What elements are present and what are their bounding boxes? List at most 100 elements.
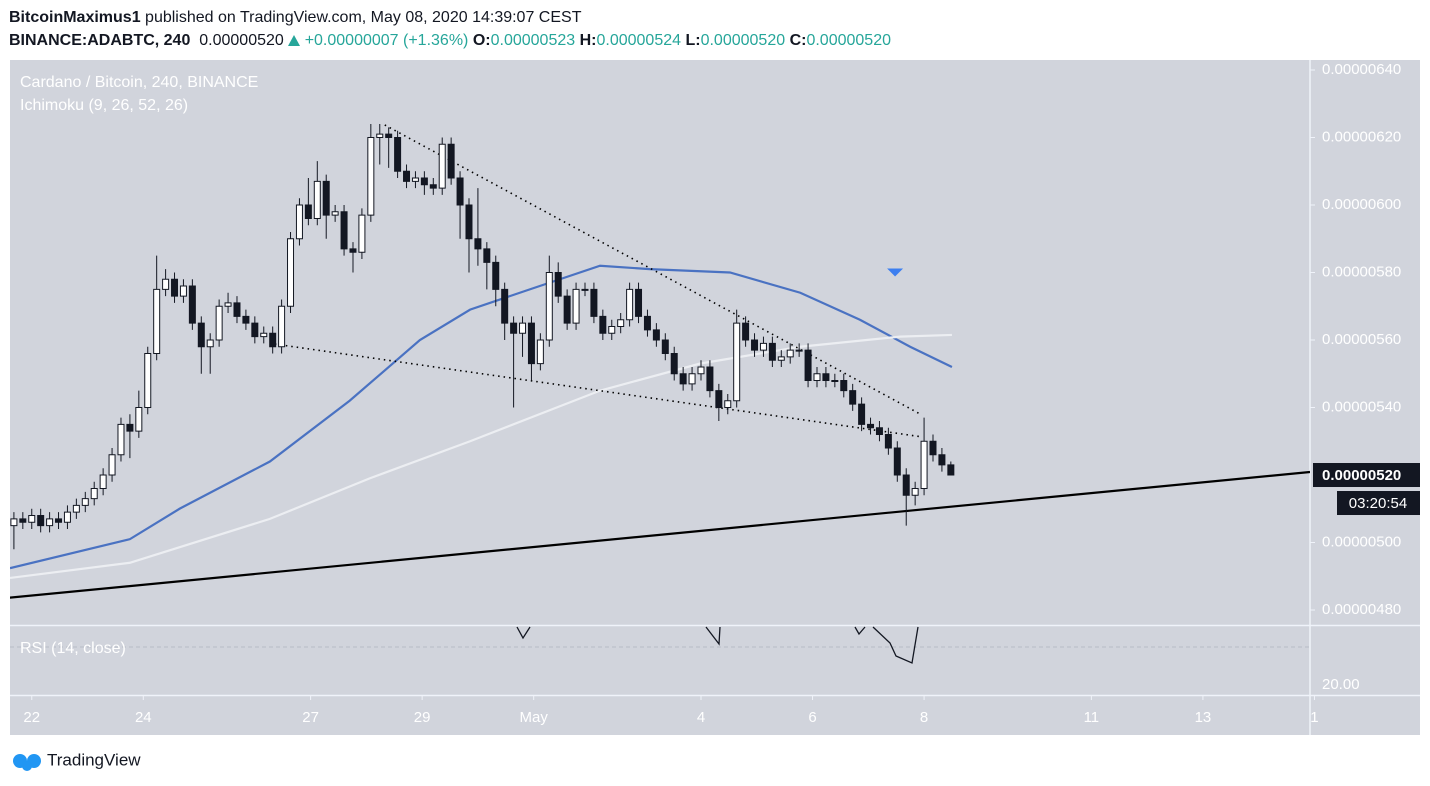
candle <box>742 316 750 347</box>
candle <box>893 441 901 482</box>
body <box>510 322 518 334</box>
body <box>295 204 303 240</box>
header: BitcoinMaximus1 published on TradingView… <box>9 6 891 52</box>
body <box>867 423 875 429</box>
body <box>385 133 393 138</box>
body <box>438 143 446 189</box>
body <box>849 390 857 405</box>
candle <box>759 336 767 357</box>
body <box>527 322 535 365</box>
candle <box>572 282 580 330</box>
candle <box>813 367 821 388</box>
body <box>822 373 830 382</box>
candle <box>144 346 152 415</box>
candle <box>688 367 696 391</box>
candle <box>902 468 910 526</box>
body <box>679 373 687 385</box>
rsi-piece <box>705 626 721 646</box>
l-label: L: <box>685 32 701 49</box>
body <box>706 366 714 392</box>
body <box>19 518 27 523</box>
candle <box>304 177 312 226</box>
y-tick-label: 0.00000560 <box>1322 331 1401 348</box>
body <box>126 423 134 432</box>
body <box>340 211 348 250</box>
author: BitcoinMaximus1 <box>9 9 141 26</box>
body <box>162 278 170 290</box>
body <box>697 366 705 375</box>
candle <box>840 373 848 398</box>
rsi-line <box>516 626 919 664</box>
candle <box>179 279 187 303</box>
body <box>474 238 482 250</box>
candle <box>269 326 277 354</box>
candle <box>162 269 170 297</box>
up-arrow <box>288 35 301 46</box>
candle <box>46 512 54 533</box>
l: 0.00000520 <box>700 32 786 49</box>
body <box>786 349 794 358</box>
candle <box>447 137 455 185</box>
x-tick-label: 1 <box>1310 709 1318 726</box>
overlay-line <box>10 264 953 570</box>
chart-title: Cardano / Bitcoin, 240, BINANCE <box>20 74 258 91</box>
candle <box>947 461 955 476</box>
x-tick-label: 22 <box>23 709 40 726</box>
candle <box>474 188 482 266</box>
body <box>635 288 643 317</box>
candle <box>795 343 803 357</box>
y-tick-label: 0.00000600 <box>1322 196 1401 213</box>
candle <box>117 417 125 462</box>
plot-area <box>10 123 1310 599</box>
body <box>536 339 544 365</box>
candle <box>679 367 687 391</box>
body <box>117 423 125 456</box>
body <box>661 339 669 355</box>
candle <box>599 309 607 341</box>
indicator-label: Ichimoku (9, 26, 52, 26) <box>20 97 188 114</box>
candle <box>322 174 330 239</box>
body <box>840 380 848 392</box>
body <box>233 302 241 317</box>
candle <box>920 417 928 496</box>
price-label-bg <box>1313 463 1420 488</box>
body <box>563 295 571 324</box>
body <box>751 339 759 351</box>
candle <box>394 130 402 178</box>
candle <box>260 326 268 344</box>
y-tick-label: 0.00000580 <box>1322 263 1401 280</box>
candle <box>340 204 348 256</box>
candle <box>626 282 634 327</box>
candle <box>224 292 232 314</box>
body <box>28 515 36 523</box>
change: +0.00000007 (+1.36%) <box>304 32 469 49</box>
body <box>733 322 741 402</box>
candle <box>884 427 892 455</box>
price-label: 0.00000520 <box>1322 467 1401 484</box>
body <box>572 288 580 324</box>
body <box>304 204 312 219</box>
candle <box>590 282 598 324</box>
candle <box>37 508 45 533</box>
candle <box>581 282 589 297</box>
candle <box>197 316 205 374</box>
candle <box>563 289 571 330</box>
body <box>242 315 250 324</box>
x-tick-label: May <box>520 709 549 726</box>
candle <box>492 255 500 307</box>
body <box>447 143 455 179</box>
h-label: H: <box>579 32 597 49</box>
logo: TradingView <box>13 750 141 771</box>
candle <box>63 505 71 530</box>
body <box>581 288 589 291</box>
candle <box>617 313 625 334</box>
rsi-tick: 20.00 <box>1322 676 1360 693</box>
body <box>349 248 357 253</box>
rsi-piece <box>516 626 531 640</box>
c-label: C: <box>789 32 807 49</box>
body <box>688 373 696 385</box>
x-tick-label: 6 <box>808 709 816 726</box>
candle <box>108 448 116 482</box>
body <box>287 238 295 307</box>
candle <box>858 397 866 432</box>
